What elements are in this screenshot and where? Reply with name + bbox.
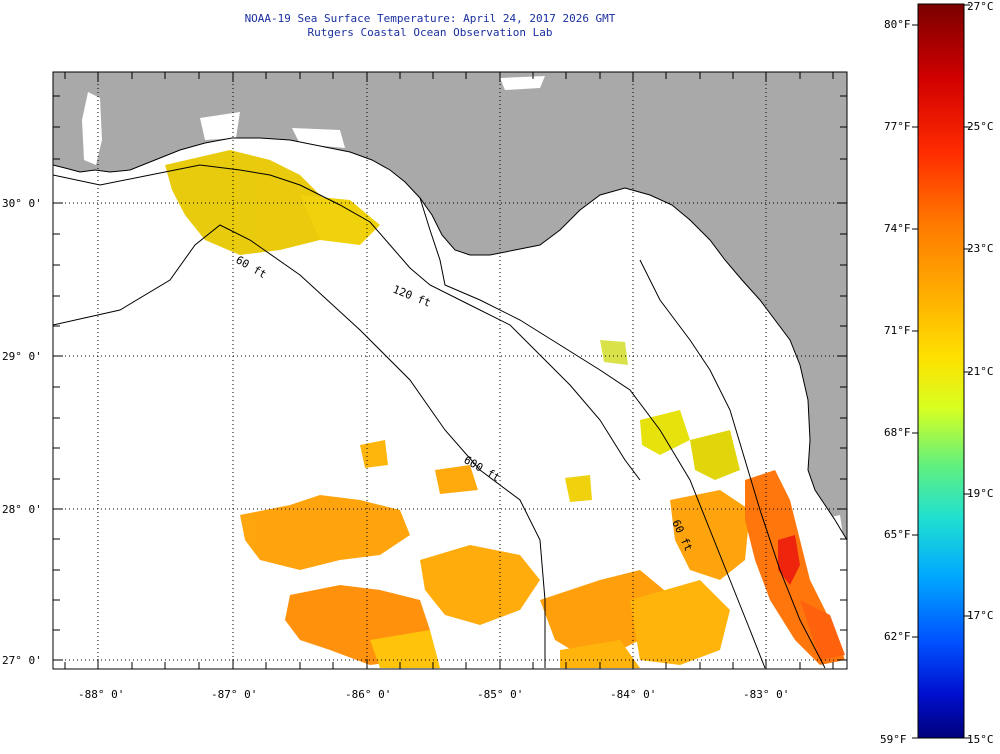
isobath-60ft <box>53 164 641 481</box>
cb-label-23c: 23°C <box>967 242 994 255</box>
isobath-120ft <box>419 197 766 669</box>
cb-label-21c: 21°C <box>967 365 994 378</box>
lon-label-87: -87° 0' <box>211 688 257 701</box>
map-frame <box>52 71 848 670</box>
lat-label-28: 28° 0' <box>2 503 42 516</box>
cb-label-17c: 17°C <box>967 609 994 622</box>
colorbar-ticks <box>912 4 970 739</box>
lon-label-85: -85° 0' <box>477 688 523 701</box>
lat-label-27: 27° 0' <box>2 654 42 667</box>
lat-label-29: 29° 0' <box>2 350 42 363</box>
cb-label-15c: 15°C <box>967 733 994 746</box>
sst-patches <box>165 150 845 668</box>
colorbar <box>917 3 965 739</box>
cb-label-25c: 25°C <box>967 120 994 133</box>
cb-label-19c: 19°C <box>967 487 994 500</box>
cb-label-68f: 68°F <box>884 426 911 439</box>
map-subtitle: Rutgers Coastal Ocean Observation Lab <box>307 26 553 39</box>
coastline <box>53 137 847 541</box>
lon-label-86: -86° 0' <box>345 688 391 701</box>
lat-label-30: 30° 0' <box>2 197 42 210</box>
cb-label-65f: 65°F <box>884 528 911 541</box>
cb-label-71f: 71°F <box>884 324 911 337</box>
isobath-600ft <box>53 224 546 668</box>
lon-label-88: -88° 0' <box>78 688 124 701</box>
cb-label-74f: 74°F <box>884 222 911 235</box>
cb-label-62f: 62°F <box>884 630 911 643</box>
cb-label-59f: 59°F <box>880 733 907 746</box>
isobath-coastal <box>639 259 826 669</box>
cb-label-77f: 77°F <box>884 120 911 133</box>
lon-label-84: -84° 0' <box>610 688 656 701</box>
cb-label-80f: 80°F <box>884 18 911 31</box>
lon-label-83: -83° 0' <box>743 688 789 701</box>
ticks <box>53 72 847 669</box>
land-area <box>53 72 847 540</box>
graticule <box>53 72 847 669</box>
cb-label-27c: 27°C <box>967 0 994 13</box>
map-title: NOAA-19 Sea Surface Temperature: April 2… <box>244 12 616 25</box>
